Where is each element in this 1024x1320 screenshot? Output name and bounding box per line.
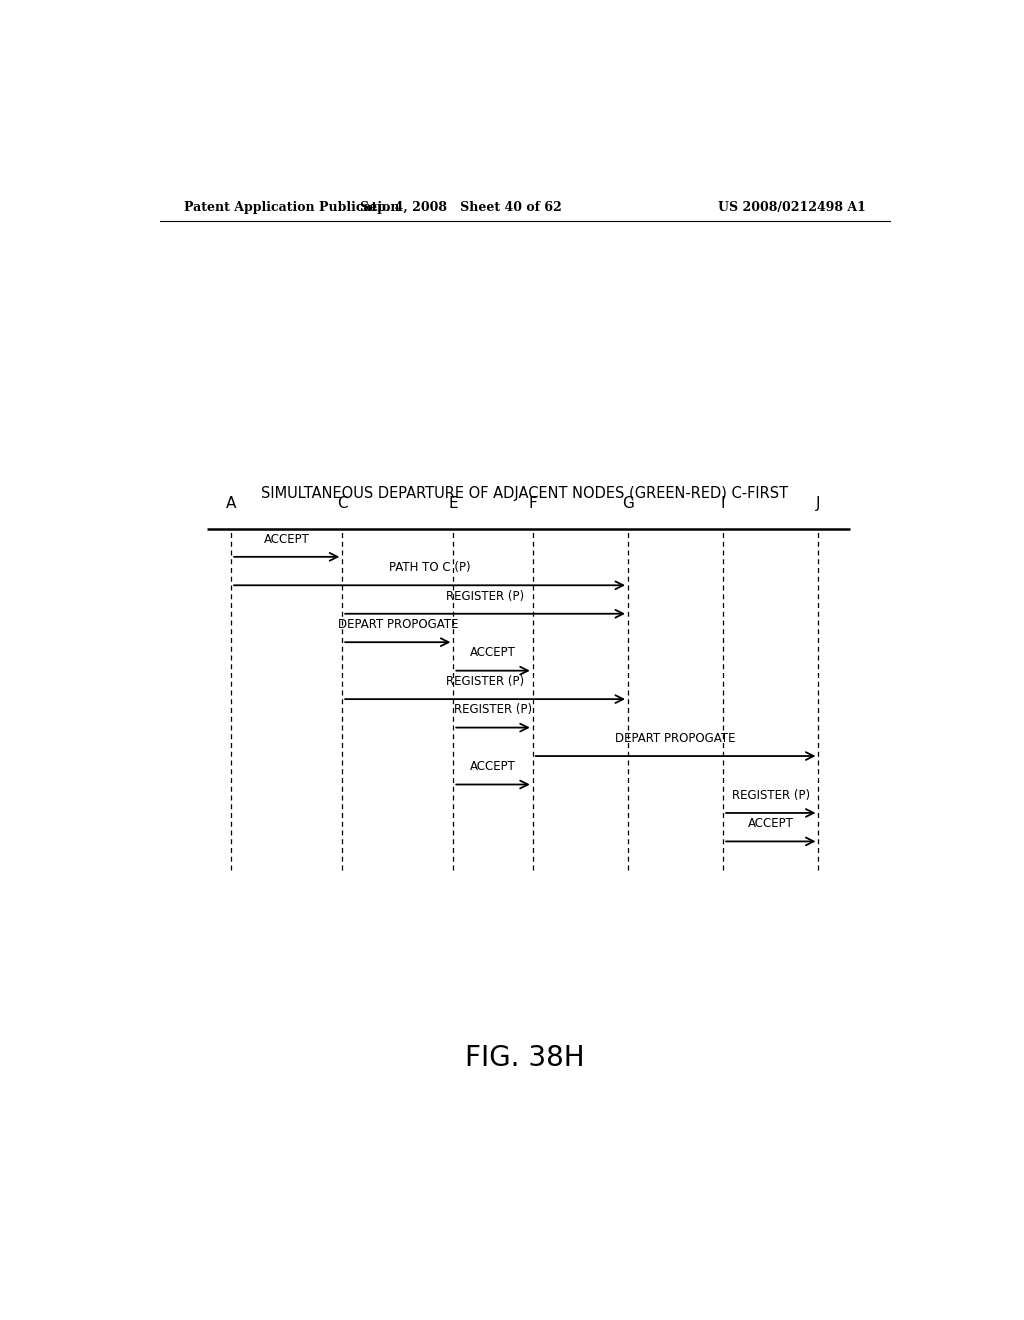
Text: REGISTER (P): REGISTER (P) bbox=[446, 675, 524, 688]
Text: F: F bbox=[528, 496, 538, 511]
Text: Sep. 4, 2008   Sheet 40 of 62: Sep. 4, 2008 Sheet 40 of 62 bbox=[360, 201, 562, 214]
Text: REGISTER (P): REGISTER (P) bbox=[446, 590, 524, 602]
Text: DEPART PROPOGATE: DEPART PROPOGATE bbox=[615, 731, 736, 744]
Text: G: G bbox=[622, 496, 634, 511]
Text: E: E bbox=[449, 496, 458, 511]
Text: REGISTER (P): REGISTER (P) bbox=[732, 789, 810, 801]
Text: FIG. 38H: FIG. 38H bbox=[465, 1044, 585, 1072]
Text: ACCEPT: ACCEPT bbox=[264, 533, 309, 545]
Text: PATH TO C (P): PATH TO C (P) bbox=[389, 561, 470, 574]
Text: ACCEPT: ACCEPT bbox=[748, 817, 794, 830]
Text: ACCEPT: ACCEPT bbox=[470, 647, 516, 660]
Text: US 2008/0212498 A1: US 2008/0212498 A1 bbox=[718, 201, 866, 214]
Text: DEPART PROPOGATE: DEPART PROPOGATE bbox=[338, 618, 458, 631]
Text: I: I bbox=[721, 496, 725, 511]
Text: A: A bbox=[226, 496, 237, 511]
Text: REGISTER (P): REGISTER (P) bbox=[454, 704, 532, 717]
Text: J: J bbox=[816, 496, 820, 511]
Text: C: C bbox=[337, 496, 347, 511]
Text: Patent Application Publication: Patent Application Publication bbox=[183, 201, 399, 214]
Text: SIMULTANEOUS DEPARTURE OF ADJACENT NODES (GREEN-RED) C-FIRST: SIMULTANEOUS DEPARTURE OF ADJACENT NODES… bbox=[261, 486, 788, 502]
Text: ACCEPT: ACCEPT bbox=[470, 760, 516, 774]
